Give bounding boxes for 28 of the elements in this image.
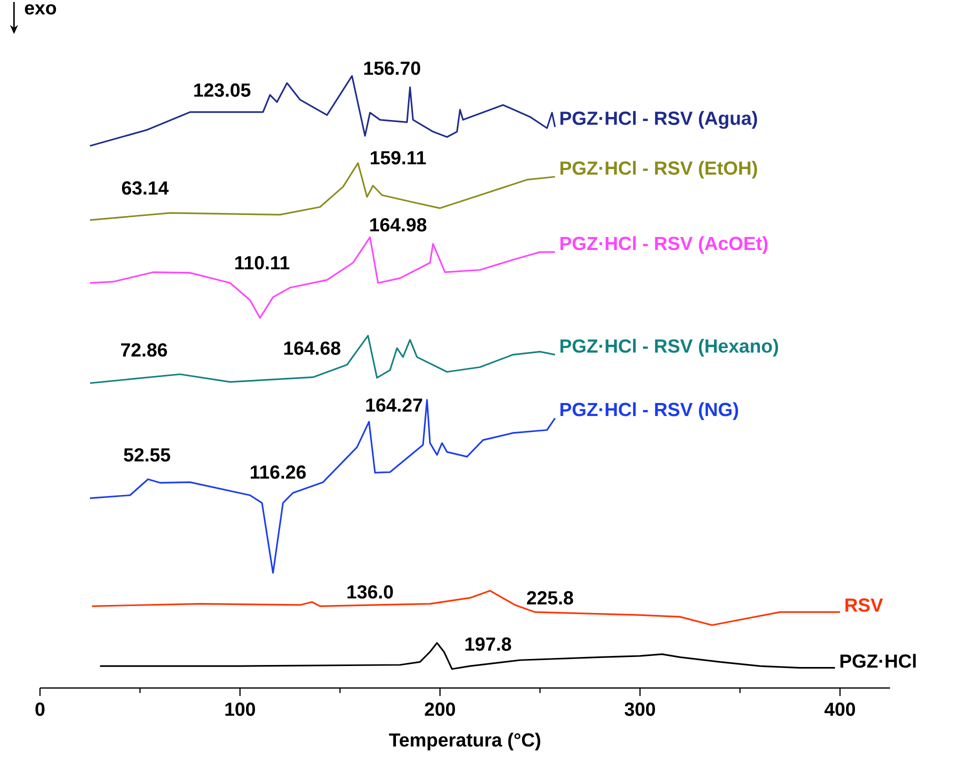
annotation: 63.14	[122, 181, 169, 195]
annotation: 52.55	[124, 448, 170, 462]
series-label: PGZ·HCl - RSV (Agua)	[560, 111, 757, 129]
series-label: PGZ·HCl - RSV (EtOH)	[560, 160, 757, 179]
annotation: 159.11	[370, 151, 426, 164]
series-label: PGZ·HCl	[840, 654, 916, 668]
x-axis-title: Temperatura (°C)	[389, 732, 540, 750]
annotation: 110.11	[235, 256, 290, 270]
x-tick-label: 200	[424, 702, 456, 716]
annotation: 136.0	[348, 585, 393, 599]
x-tick-label: 300	[624, 702, 656, 716]
annotation: 164.27	[366, 398, 422, 412]
annotation: 164.98	[370, 218, 426, 232]
annotation: 225.8	[526, 591, 574, 605]
series-label: RSV	[845, 598, 883, 612]
annotation: 116.26	[250, 465, 306, 479]
annotation: 164.68	[284, 341, 340, 355]
annotation: 197.8	[466, 637, 512, 651]
x-tick-label: 400	[824, 702, 856, 716]
series-label: PGZ·HCl - RSV (Hexano)	[560, 338, 778, 356]
series-label: PGZ·HCl - RSV (AcOEt)	[560, 236, 768, 254]
text: 156.70	[364, 62, 420, 75]
x-tick-label: 0	[35, 702, 44, 716]
text: exo	[24, 4, 56, 15]
series-label: PGZ·HCl - RSV (NG)	[560, 402, 738, 420]
x-tick-label: 100	[225, 702, 256, 716]
annotation: 72.86	[121, 343, 167, 357]
annotation: 123.05	[194, 83, 250, 97]
